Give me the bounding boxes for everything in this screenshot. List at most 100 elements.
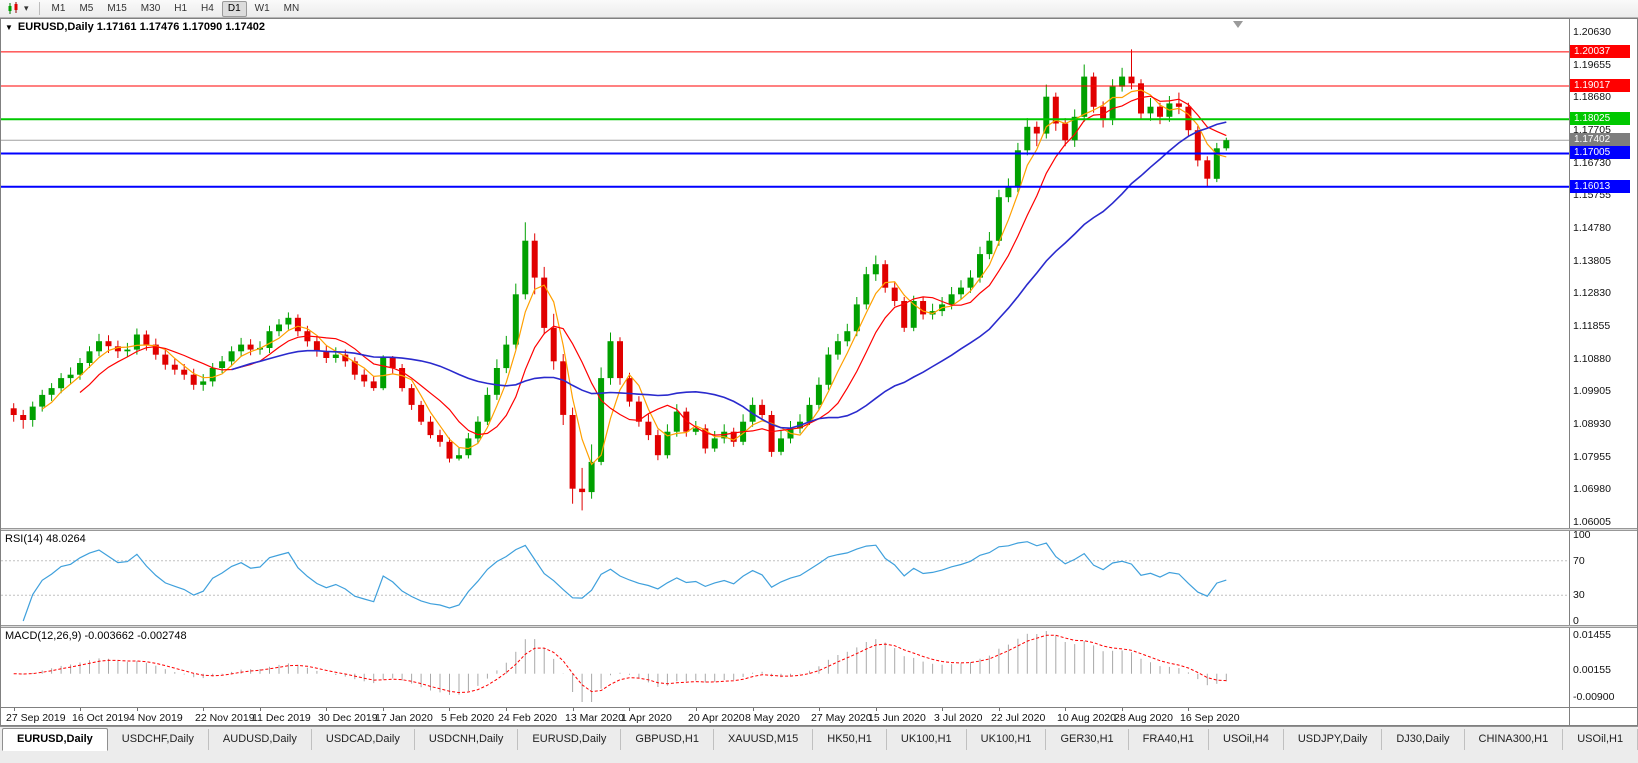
macd-tick: 0.00155 <box>1573 664 1611 676</box>
date-tick: 17 Jan 2020 <box>375 712 433 724</box>
chart-tab-usdcad-daily[interactable]: USDCAD,Daily <box>312 729 415 750</box>
price-level-label: 1.19017 <box>1570 79 1630 92</box>
macd-tick: -0.00900 <box>1573 691 1615 703</box>
time-tick-mark <box>1122 708 1123 711</box>
timeframe-button-h1[interactable]: H1 <box>174 2 188 14</box>
chart-tab-eurusd-daily[interactable]: EURUSD,Daily <box>518 729 622 750</box>
chart-tab-usoil-h1[interactable]: USOil,H1 <box>1563 729 1638 750</box>
ma-line-slow <box>231 121 1227 430</box>
price-level-label: 1.17005 <box>1570 146 1630 159</box>
candlestick-chart-icon-svg <box>8 2 18 14</box>
current-price-label: 1.17402 <box>1570 133 1630 146</box>
chart-tab-uk100-h1[interactable]: UK100,H1 <box>887 729 967 750</box>
pane-resize-handle-macd[interactable] <box>1 625 1637 628</box>
date-tick: 11 Dec 2019 <box>252 712 311 724</box>
bottom-filler <box>0 751 1638 763</box>
date-tick: 24 Feb 2020 <box>498 712 557 724</box>
date-tick: 3 Jul 2020 <box>934 712 983 724</box>
price-tick: 1.07955 <box>1573 451 1611 463</box>
time-tick-mark <box>629 708 630 711</box>
rsi-axis[interactable]: 100 70 30 0 <box>1569 531 1637 625</box>
rsi-tick: 0 <box>1573 615 1579 625</box>
chart-tab-fra40-h1[interactable]: FRA40,H1 <box>1129 729 1209 750</box>
candlestick-chart-icon[interactable] <box>6 2 21 15</box>
time-axis-labels: 27 Sep 2019 16 Oct 2019 4 Nov 2019 22 Nov 2… <box>1 708 1569 725</box>
chart-tab-usdchf-daily[interactable]: USDCHF,Daily <box>108 729 209 750</box>
time-tick-mark <box>819 708 820 711</box>
price-tick: 1.20630 <box>1573 26 1611 38</box>
timeframe-button-m30[interactable]: M30 <box>140 2 161 14</box>
price-tick: 1.06005 <box>1573 516 1611 528</box>
chart-type-dropdown-icon[interactable]: ▾ <box>24 3 29 13</box>
date-tick: 27 May 2020 <box>811 712 872 724</box>
chart-shift-marker-icon[interactable] <box>1233 21 1243 28</box>
timeframe-button-m1[interactable]: M1 <box>51 2 66 14</box>
timeframe-button-m15[interactable]: M15 <box>107 2 127 14</box>
symbol-dropdown-icon[interactable]: ▼ <box>5 23 13 32</box>
main-chart-canvas[interactable] <box>1 19 1569 528</box>
time-axis[interactable]: 27 Sep 2019 16 Oct 2019 4 Nov 2019 22 Nov 2… <box>1 707 1637 725</box>
price-tick: 1.06980 <box>1573 483 1611 495</box>
date-tick: 5 Feb 2020 <box>441 712 495 724</box>
timeframe-button-w1[interactable]: W1 <box>254 2 270 14</box>
price-level-label: 1.16013 <box>1570 180 1630 193</box>
date-tick: 22 Nov 2019 <box>195 712 255 724</box>
time-axis-corner <box>1569 708 1637 725</box>
date-tick: 13 Mar 2020 <box>565 712 624 724</box>
time-tick-mark <box>942 708 943 711</box>
date-tick: 28 Aug 2020 <box>1114 712 1173 724</box>
timeframe-button-m5[interactable]: M5 <box>79 2 94 14</box>
main-plot[interactable]: ▼ EURUSD,Daily 1.17161 1.17476 1.17090 1.… <box>1 19 1569 528</box>
time-tick-mark <box>876 708 877 711</box>
time-tick-mark <box>1188 708 1189 711</box>
chart-tab-xauusd-m15[interactable]: XAUUSD,M15 <box>714 729 814 750</box>
timeframe-toolbar: M1 M5 M15 M30 H1 H4 D1 W1 MN <box>46 0 306 17</box>
timeframe-button-mn[interactable]: MN <box>283 2 300 14</box>
macd-pane: MACD(12,26,9) -0.003662 -0.002748 0.0145… <box>1 628 1637 707</box>
chart-tab-dj30-daily[interactable]: DJ30,Daily <box>1382 729 1465 750</box>
macd-axis[interactable]: 0.01455 0.00155 -0.00900 <box>1569 628 1637 707</box>
price-level-label: 1.20037 <box>1570 45 1630 58</box>
chart-tab-gbpusd-h1[interactable]: GBPUSD,H1 <box>621 729 714 750</box>
rsi-canvas[interactable] <box>1 531 1569 625</box>
chart-tab-usdjpy-daily[interactable]: USDJPY,Daily <box>1284 729 1383 750</box>
chart-tab-china300-h1[interactable]: CHINA300,H1 <box>1465 729 1564 750</box>
date-tick: 22 Jul 2020 <box>991 712 1046 724</box>
rsi-pane: RSI(14) 48.0264 100 70 30 0 <box>1 531 1637 625</box>
time-tick-mark <box>260 708 261 711</box>
ma-line-mid <box>79 95 1227 436</box>
chart-tab-usdcnh-daily[interactable]: USDCNH,Daily <box>415 729 519 750</box>
macd-plot[interactable]: MACD(12,26,9) -0.003662 -0.002748 <box>1 628 1569 707</box>
price-tick: 1.10880 <box>1573 353 1611 365</box>
timeframe-button-d1[interactable]: D1 <box>221 0 247 17</box>
chart-tab-ger30-h1[interactable]: GER30,H1 <box>1046 729 1129 750</box>
date-tick: 16 Sep 2020 <box>1180 712 1240 724</box>
macd-canvas[interactable] <box>1 628 1569 707</box>
price-tick: 1.18680 <box>1573 91 1611 103</box>
date-tick: 4 Nov 2019 <box>129 712 183 724</box>
date-tick: 30 Dec 2019 <box>318 712 378 724</box>
rsi-tick: 100 <box>1573 531 1591 541</box>
macd-tick: 0.01455 <box>1573 629 1611 641</box>
macd-histogram <box>22 631 1227 702</box>
chart-tab-hk50-h1[interactable]: HK50,H1 <box>813 729 887 750</box>
chart-tab-uk100-h1[interactable]: UK100,H1 <box>967 729 1047 750</box>
chart-window: ▼ EURUSD,Daily 1.17161 1.17476 1.17090 1.… <box>0 18 1638 726</box>
pane-resize-handle-rsi[interactable] <box>1 528 1637 531</box>
price-axis[interactable]: 1.20630 1.19655 1.18680 1.17705 1.16730 1.157… <box>1569 19 1637 528</box>
chart-tab-audusd-daily[interactable]: AUDUSD,Daily <box>209 729 312 750</box>
date-tick: 1 Apr 2020 <box>621 712 672 724</box>
chart-tab-usoil-h4[interactable]: USOil,H4 <box>1209 729 1284 750</box>
rsi-plot[interactable]: RSI(14) 48.0264 <box>1 531 1569 625</box>
ma-line-fast <box>41 89 1227 466</box>
timeframe-button-h4[interactable]: H4 <box>201 2 214 14</box>
chart-tab-eurusd-daily[interactable]: EURUSD,Daily <box>2 728 108 751</box>
rsi-line <box>22 541 1227 622</box>
date-tick: 27 Sep 2019 <box>6 712 66 724</box>
main-chart-pane: ▼ EURUSD,Daily 1.17161 1.17476 1.17090 1.… <box>1 19 1637 528</box>
price-level-label: 1.18025 <box>1570 112 1630 125</box>
rsi-tick: 30 <box>1573 589 1585 601</box>
price-tick: 1.09905 <box>1573 385 1611 397</box>
time-tick-mark <box>137 708 138 711</box>
